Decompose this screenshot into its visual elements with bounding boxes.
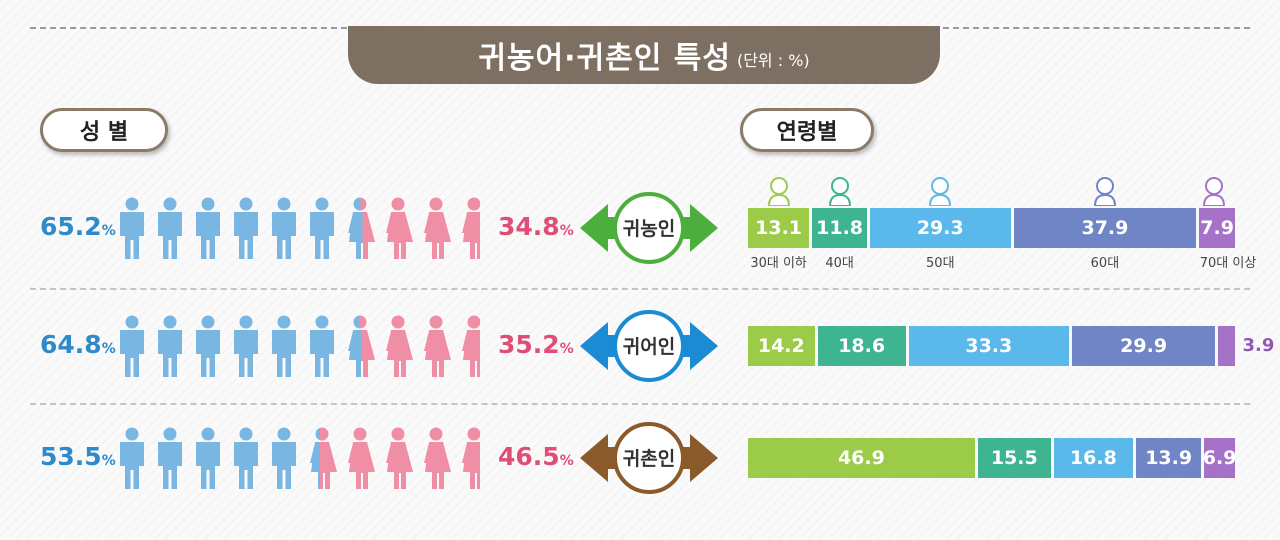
percent-sign: % [559,223,574,239]
female-person-icon [424,315,451,377]
female-person-icon [424,427,451,489]
female-person-icon [424,197,451,259]
person-avatar-icon [767,177,790,206]
male-percent-value: 64.8 [40,330,102,359]
male-person-icon [196,197,220,259]
male-person-icon [120,427,144,489]
age-segment: 29.3 [870,208,1011,248]
person-avatar-icon [1093,177,1116,206]
age-segment: 18.6 [817,326,906,366]
female-person-icon [462,315,480,377]
female-person-icon [348,427,375,489]
age-group-label: 40대 [825,256,854,271]
female-percent: 34.8% [498,212,574,241]
double-arrow-icon: 귀촌인 [580,422,718,494]
people-icon-row [120,197,480,259]
female-person-icon [462,427,480,489]
age-segment: 16.8 [1053,438,1134,478]
female-person-icon [462,197,480,259]
category-label: 귀농인 [623,218,675,240]
male-percent: 53.5% [40,442,116,471]
age-segment: 29.9 [1071,326,1216,366]
male-percent: 65.2% [40,212,116,241]
age-group-label: 30대 이하 [750,256,807,271]
row-divider [30,403,1250,405]
age-segment: 13.1 [748,208,810,248]
title-banner: 귀농어·귀촌인 특성 (단위 : %) [348,26,940,84]
age-section-label: 연령별 [776,120,838,145]
male-person-icon [272,197,296,259]
female-percent: 35.2% [498,330,574,359]
age-group-label: 50대 [926,256,955,271]
male-person-icon [234,427,258,489]
female-person-icon [386,315,413,377]
age-group-label: 60대 [1090,256,1120,271]
percent-sign: % [101,223,116,239]
age-segment: 46.9 [748,438,975,478]
row-divider [30,288,1250,290]
percent-sign: % [101,453,116,469]
age-segment: 15.5 [977,438,1051,478]
double-arrow-icon: 귀농인 [580,192,718,264]
double-arrow-icon: 귀어인 [580,310,718,382]
female-person-icon [386,197,413,259]
female-percent: 46.5% [498,442,574,471]
male-person-icon [234,315,258,377]
female-person-icon [386,427,413,489]
age-segment: 14.2 [748,326,815,366]
male-person-icon [120,197,144,259]
age-segment: 7.9 [1199,208,1235,248]
male-person-icon [234,197,258,259]
male-person-icon [310,197,334,259]
category-label: 귀촌인 [623,448,675,470]
age-segment-outside-label: 3.9 [1242,335,1275,356]
page-title: 귀농어·귀촌인 특성 [478,41,731,76]
person-avatar-icon [828,177,851,206]
percent-sign: % [559,453,574,469]
male-percent-value: 53.5 [40,442,102,471]
male-person-icon [196,427,220,489]
male-person-icon [272,427,296,489]
person-avatar-icon [929,177,952,206]
gender-section-label: 성 별 [79,120,129,145]
category-label: 귀어인 [623,336,675,358]
unit-label: (단위 : %) [736,51,810,70]
age-segment: 11.8 [812,208,867,248]
age-section-pill: 연령별 [740,108,874,152]
gender-section-pill: 성 별 [40,108,168,152]
people-icon-row [120,427,480,489]
age-segment: 33.3 [908,326,1069,366]
female-percent-value: 34.8 [498,212,560,241]
male-person-icon [158,315,182,377]
male-person-icon [120,315,144,377]
male-person-icon [196,315,220,377]
people-icon-row [120,315,480,377]
male-person-icon [310,315,334,377]
male-person-icon [272,315,296,377]
female-percent-value: 35.2 [498,330,560,359]
percent-sign: % [559,341,574,357]
person-avatar-icon [1202,177,1226,206]
male-percent-value: 65.2 [40,212,102,241]
percent-sign: % [101,341,116,357]
age-group-label: 70대 이상 [1199,256,1257,271]
female-person-icon [310,427,337,489]
age-segment: 13.9 [1136,438,1202,478]
female-percent-value: 46.5 [498,442,560,471]
male-percent: 64.8% [40,330,116,359]
age-segment: 6.9 [1204,438,1235,478]
age-segment: 37.9 [1013,208,1197,248]
male-person-icon [158,197,182,259]
female-person-icon [348,315,375,377]
age-segment [1218,326,1235,366]
male-person-icon [158,427,182,489]
female-person-icon [348,197,375,259]
